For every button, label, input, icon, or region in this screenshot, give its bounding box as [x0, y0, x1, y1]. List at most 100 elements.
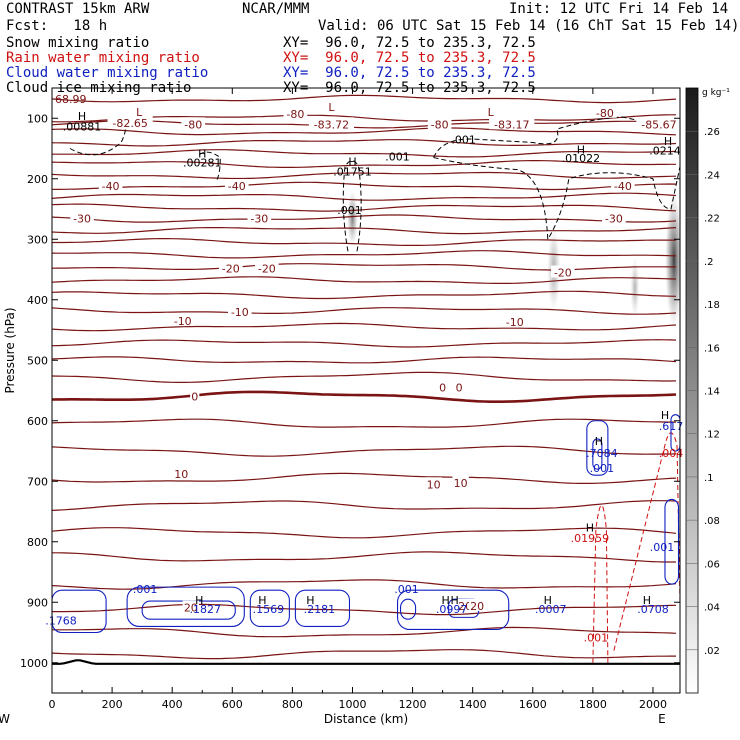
- x-tick-label: 1400: [459, 698, 487, 711]
- temperature-contour-line: [52, 579, 677, 590]
- extrema-label: .01022: [562, 152, 601, 165]
- extrema-label: .2181: [304, 603, 336, 616]
- snow-shading-blob: [664, 193, 680, 327]
- temperature-line-label: 68.99: [55, 93, 87, 106]
- x-tick-label: 200: [102, 698, 123, 711]
- high-marker: H: [258, 594, 266, 607]
- temperature-contour-line: [52, 149, 677, 158]
- temperature-label: 10: [427, 478, 441, 491]
- producer-label: NCAR/MMM: [242, 1, 310, 17]
- y-tick-label: 200: [27, 173, 48, 186]
- cloud-ice-contour: [198, 151, 221, 183]
- temperature-label-bg: [182, 600, 200, 613]
- colorbar-tick-label: .06: [704, 559, 720, 570]
- temperature-label: -83.72: [314, 118, 349, 131]
- temperature-label: -80: [596, 107, 614, 120]
- temperature-contour-line: [52, 418, 676, 428]
- temperature-label-bg: [551, 265, 575, 278]
- temperature-label: -80: [184, 118, 202, 131]
- extrema-label: .001: [590, 462, 615, 475]
- cloud-water-contour: [592, 438, 603, 470]
- x-tick-label: 1200: [399, 698, 427, 711]
- temperature-contour-line: [52, 160, 676, 168]
- x-tick-label: 1600: [519, 698, 547, 711]
- extrema-label: .617: [659, 420, 684, 433]
- y-tick-label: 400: [27, 294, 48, 307]
- temperature-contour-line: [52, 649, 676, 660]
- high-marker: H: [661, 409, 669, 422]
- high-marker: H: [306, 594, 314, 607]
- y-tick-label: 800: [27, 536, 48, 549]
- temperature-label: -82.65: [112, 117, 147, 130]
- temperature-label-bg: [611, 179, 635, 192]
- temperature-label-bg: [454, 380, 464, 393]
- terrain-line: [52, 659, 680, 665]
- high-marker: H: [586, 521, 594, 534]
- low-marker: L: [136, 106, 143, 119]
- temperature-label: 10: [454, 477, 468, 490]
- extrema-label: .0214: [649, 145, 681, 158]
- colorbar-tick-label: .04: [704, 603, 720, 614]
- temperature-contour-line: [52, 371, 677, 383]
- x-tick-label: 0: [49, 698, 56, 711]
- temperature-contour-line: [52, 238, 677, 246]
- temperature-label-bg: [438, 380, 448, 393]
- forecast-hour: Fcst: 18 h: [6, 18, 108, 34]
- temperature-contour-line: [52, 250, 677, 259]
- temperature-label: -20: [258, 262, 276, 275]
- colorbar-tick-label: .16: [704, 343, 720, 354]
- temperature-contour-line: [52, 263, 676, 271]
- y-tick-label: 500: [27, 354, 48, 367]
- extrema-label: .1827: [189, 603, 221, 616]
- low-marker: L: [328, 101, 335, 114]
- temperature-contour-line: [52, 390, 677, 403]
- temperature-label: -10: [231, 306, 249, 319]
- temperature-label: 20: [184, 602, 198, 615]
- x-axis-label: Distance (km): [324, 712, 408, 726]
- high-marker: H: [195, 594, 203, 607]
- extrema-label: .001: [133, 583, 158, 596]
- extrema-label: .0708: [637, 603, 669, 616]
- temperature-label-bg: [173, 466, 190, 479]
- axes: 0 200 400 600 800 1000 1200 1400 1600 1800 2000100…: [0, 87, 681, 726]
- temperature-contour-line: [52, 227, 677, 235]
- x-tick-label: 2000: [639, 698, 667, 711]
- y-tick-label: 700: [27, 475, 48, 488]
- cloud-water-contour: [670, 414, 680, 452]
- y-axis-label: Pressure (hPa): [3, 307, 17, 393]
- temperature-contour-line: [52, 603, 677, 616]
- temperature-label-bg: [227, 304, 252, 317]
- extrema-label: .004: [659, 447, 684, 460]
- high-marker: H: [595, 435, 603, 448]
- y-tick-label: 600: [27, 415, 48, 428]
- cloud-water-contour: [397, 589, 510, 631]
- temperature-label: 0: [439, 381, 446, 394]
- temperature-label-bg: [593, 105, 617, 118]
- temperature-label-bg: [468, 598, 486, 611]
- extrema-label: .7084: [586, 447, 618, 460]
- extrema-label: .001: [337, 204, 362, 217]
- temperature-label-bg: [636, 117, 682, 130]
- temperature-contour-line: [52, 527, 677, 539]
- temperature-contour-line: [52, 445, 677, 457]
- temperature-contour-line: [52, 356, 677, 364]
- temperature-label: 0: [456, 381, 463, 394]
- field-snow-label: Snow mixing ratio: [6, 35, 150, 51]
- temperature-contour-line: [52, 339, 677, 348]
- temperature-label: -20: [222, 262, 240, 275]
- temperature-label-bg: [181, 117, 206, 130]
- colorbar-tick-label: .18: [704, 300, 720, 311]
- temperature-label-bg: [70, 211, 94, 224]
- x-tick-label: 800: [282, 698, 303, 711]
- cloud-ice-contour: [433, 157, 680, 241]
- x-tick-label: 400: [162, 698, 183, 711]
- y-tick-label: 1000: [20, 657, 48, 670]
- colorbar-tick-label: .22: [704, 214, 720, 225]
- extrema-label: .1768: [45, 615, 77, 628]
- temperature-label-bg: [452, 476, 469, 489]
- temperature-label: -40: [102, 180, 120, 193]
- colorbar-tick-label: .14: [704, 387, 720, 398]
- high-marker: H: [78, 110, 86, 123]
- plot-frame: [51, 87, 681, 694]
- temperature-contour-line: [52, 139, 677, 147]
